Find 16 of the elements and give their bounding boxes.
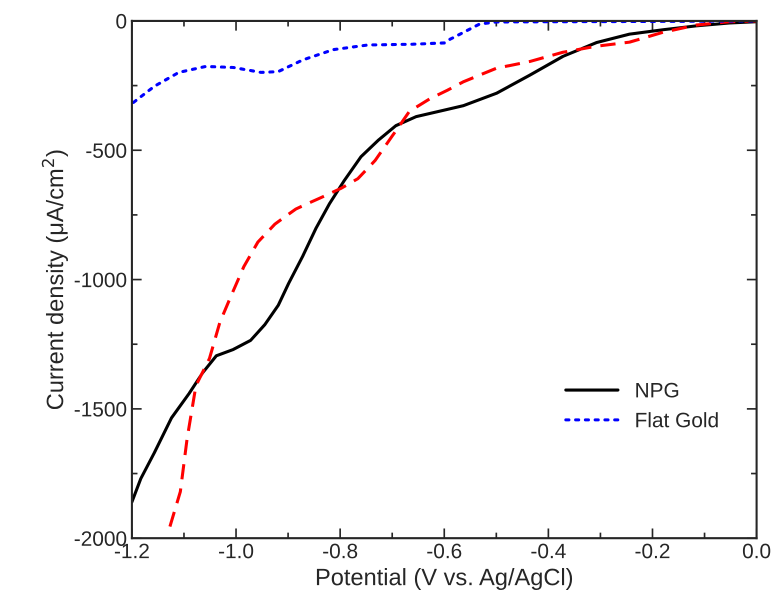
x-tick-label: 0.0 [742, 544, 770, 558]
y-axis-title: Current density (μA/cm$^{2}$) [42, 150, 68, 410]
x-tick-label: -1.0 [219, 544, 254, 558]
y-tick-label: -500 [86, 143, 126, 158]
x-axis-title: Potential (V vs. Ag/AgCl) [316, 568, 572, 590]
x-tick-label: -0.8 [323, 544, 358, 558]
legend-label: NPG [636, 382, 678, 398]
y-tick-label: -2000 [74, 531, 126, 546]
legend-label: Flat Gold [636, 412, 718, 428]
y-tick-label: -1500 [74, 402, 126, 417]
x-tick-label: -0.6 [427, 544, 462, 558]
x-tick-label: -1.2 [114, 544, 149, 558]
x-tick-label: -0.2 [635, 544, 670, 558]
y-tick-label: 0 [116, 14, 126, 29]
y-tick-label: -1000 [74, 272, 126, 288]
x-tick-label: -0.4 [531, 544, 566, 558]
